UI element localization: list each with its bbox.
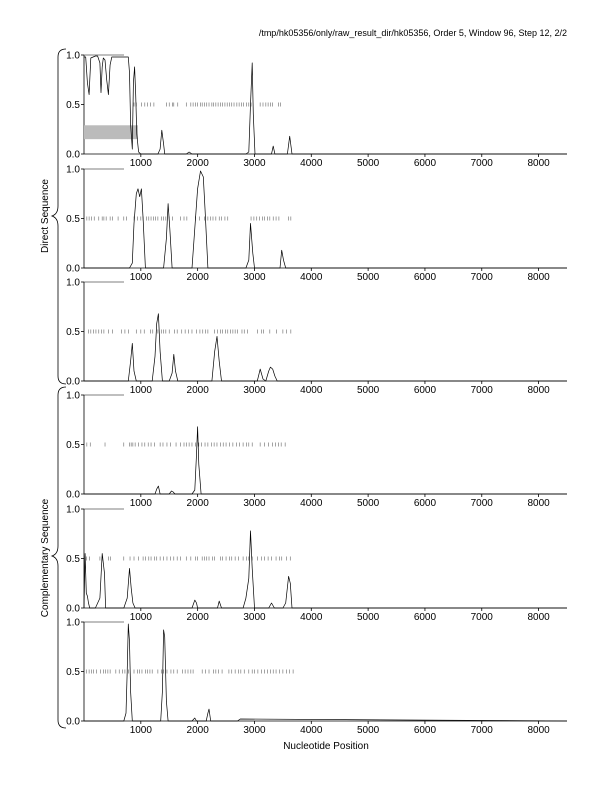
y-tick-label-0.5: 0.5 — [66, 440, 80, 451]
series-line-1 — [84, 55, 567, 155]
y-tick-label-0.0: 0.0 — [66, 377, 80, 388]
x-tick-label-3000: 3000 — [243, 272, 266, 283]
complementary-bracket — [50, 386, 67, 729]
panel-1: 1000 2000 3000 4000 5000 6000 7000 8000 0.0 0.5 1.… — [66, 51, 567, 169]
x-tick-label-8000: 8000 — [527, 498, 550, 509]
x-tick-label-3000: 3000 — [243, 498, 266, 509]
x-tick-label-5000: 5000 — [357, 158, 380, 169]
series-line-1 — [83, 530, 567, 609]
x-tick-label-7000: 7000 — [471, 158, 494, 169]
x-tick-label-8000: 8000 — [527, 272, 550, 283]
x-tick-label-3000: 3000 — [243, 385, 266, 396]
series-line-1 — [84, 313, 567, 382]
x-tick-label-4000: 4000 — [300, 158, 323, 169]
x-axis-label: Nucleotide Position — [283, 741, 369, 752]
y-tick-label-1.0: 1.0 — [66, 51, 80, 62]
y-tick-label-1.0: 1.0 — [66, 391, 80, 402]
x-tick-label-5000: 5000 — [357, 385, 380, 396]
x-tick-label-7000: 7000 — [471, 725, 494, 736]
x-tick-label-6000: 6000 — [414, 385, 437, 396]
x-tick-label-7000: 7000 — [471, 612, 494, 623]
y-tick-label-0.0: 0.0 — [66, 264, 80, 275]
x-tick-label-6000: 6000 — [414, 612, 437, 623]
x-tick-label-1000: 1000 — [130, 612, 153, 623]
x-tick-label-3000: 3000 — [243, 158, 266, 169]
x-tick-label-7000: 7000 — [471, 272, 494, 283]
direct-bracket — [50, 48, 67, 385]
y-tick-label-0.5: 0.5 — [66, 667, 80, 678]
x-tick-label-8000: 8000 — [527, 725, 550, 736]
x-tick-label-5000: 5000 — [357, 612, 380, 623]
x-tick-label-6000: 6000 — [414, 158, 437, 169]
x-tick-label-5000: 5000 — [357, 725, 380, 736]
series-line-1 — [84, 170, 567, 269]
x-tick-label-1000: 1000 — [130, 498, 153, 509]
x-tick-label-2000: 2000 — [187, 385, 210, 396]
y-tick-label-1.0: 1.0 — [66, 278, 80, 289]
panel-5: 1000 2000 3000 4000 5000 6000 7000 8000 0.0 0.5 1.… — [66, 505, 567, 623]
x-tick-label-8000: 8000 — [527, 385, 550, 396]
y-tick-label-0.0: 0.0 — [66, 490, 80, 501]
x-tick-label-3000: 3000 — [243, 612, 266, 623]
series-line-1 — [84, 623, 568, 722]
complementary-sequence-label: Complementary Sequence — [40, 498, 51, 617]
header-title: /tmp/hk05356/only/raw_result_dir/hk05356… — [259, 28, 567, 38]
panel-6: 1000 2000 3000 4000 5000 6000 7000 8000 0.0 0.5 1.… — [66, 618, 568, 736]
y-tick-label-0.5: 0.5 — [66, 327, 80, 338]
panel-2: 1000 2000 3000 4000 5000 6000 7000 8000 0.0 0.5 1.… — [66, 165, 567, 283]
panel-3: 1000 2000 3000 4000 5000 6000 7000 8000 0.0 0.5 1.… — [66, 278, 567, 396]
x-tick-label-8000: 8000 — [527, 158, 550, 169]
y-tick-label-1.0: 1.0 — [66, 505, 80, 516]
x-tick-label-4000: 4000 — [300, 272, 323, 283]
x-tick-label-4000: 4000 — [300, 385, 323, 396]
group-label-complementary: Complementary Sequence — [40, 386, 67, 729]
x-tick-label-4000: 4000 — [300, 612, 323, 623]
x-tick-label-7000: 7000 — [471, 385, 494, 396]
x-tick-label-6000: 6000 — [414, 498, 437, 509]
y-tick-label-0.0: 0.0 — [66, 150, 80, 161]
y-tick-label-0.5: 0.5 — [66, 100, 80, 111]
x-tick-label-4000: 4000 — [300, 498, 323, 509]
x-tick-label-4000: 4000 — [300, 725, 323, 736]
group-label-direct: Direct Sequence — [40, 48, 67, 385]
x-tick-label-2000: 2000 — [187, 612, 210, 623]
y-tick-label-0.5: 0.5 — [66, 554, 80, 565]
series-line-1 — [84, 426, 567, 495]
panels: 1000 2000 3000 4000 5000 6000 7000 8000 0.0 0.5 1.… — [66, 51, 568, 736]
x-tick-label-1000: 1000 — [130, 158, 153, 169]
x-tick-label-2000: 2000 — [187, 158, 210, 169]
x-tick-label-1000: 1000 — [130, 272, 153, 283]
y-tick-label-0.0: 0.0 — [66, 604, 80, 615]
y-tick-label-0.0: 0.0 — [66, 717, 80, 728]
x-tick-label-5000: 5000 — [357, 498, 380, 509]
x-tick-label-3000: 3000 — [243, 725, 266, 736]
x-tick-label-2000: 2000 — [187, 498, 210, 509]
panel-4: 1000 2000 3000 4000 5000 6000 7000 8000 0.0 0.5 1.… — [66, 391, 567, 509]
x-tick-label-1000: 1000 — [130, 725, 153, 736]
x-tick-label-8000: 8000 — [527, 612, 550, 623]
y-tick-label-0.5: 0.5 — [66, 214, 80, 225]
gray-bar-1 — [84, 125, 138, 140]
x-tick-label-5000: 5000 — [357, 272, 380, 283]
x-tick-label-6000: 6000 — [414, 272, 437, 283]
x-tick-label-1000: 1000 — [130, 385, 153, 396]
y-tick-label-1.0: 1.0 — [66, 618, 80, 629]
y-tick-label-1.0: 1.0 — [66, 165, 80, 176]
x-tick-label-2000: 2000 — [187, 725, 210, 736]
x-tick-label-7000: 7000 — [471, 498, 494, 509]
direct-sequence-label: Direct Sequence — [40, 179, 51, 253]
x-tick-label-6000: 6000 — [414, 725, 437, 736]
x-tick-label-2000: 2000 — [187, 272, 210, 283]
